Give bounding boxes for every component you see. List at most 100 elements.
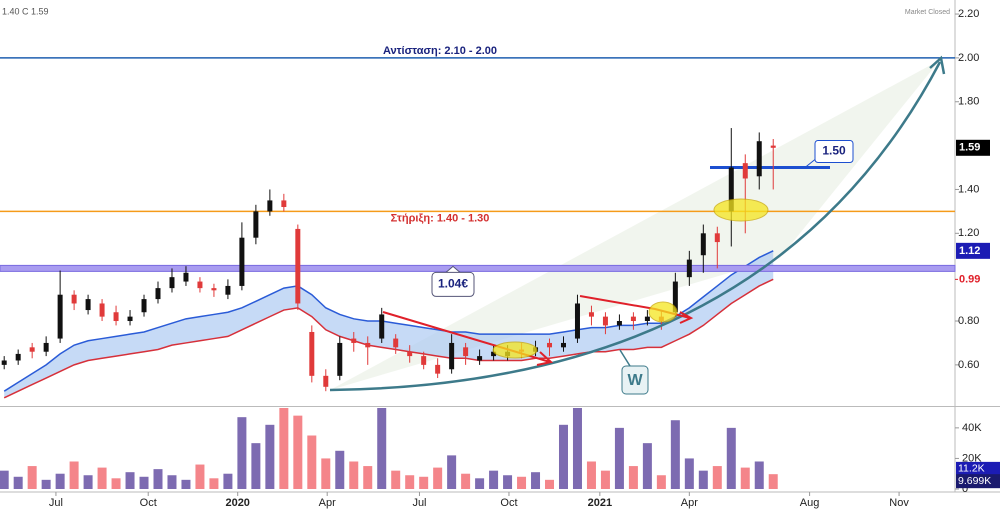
candle-body xyxy=(127,316,133,322)
volume-bar xyxy=(125,472,135,489)
ma-band xyxy=(4,250,774,398)
volume-bar xyxy=(293,415,303,489)
y-tick-label: 0 xyxy=(962,483,968,495)
volume-bar xyxy=(27,466,37,489)
candle-body xyxy=(421,356,427,365)
y-tick-label: 0.60 xyxy=(958,359,979,371)
price-label: 0.99 xyxy=(959,273,980,285)
price-box xyxy=(956,242,990,259)
pattern-box xyxy=(621,365,649,395)
candle-body xyxy=(99,303,105,317)
volume-bar xyxy=(223,473,233,489)
volume-bar xyxy=(41,479,51,489)
volume-bar xyxy=(251,443,261,489)
volume-bar xyxy=(405,475,415,489)
candle-body xyxy=(309,331,315,376)
x-tick-label: Apr xyxy=(681,497,698,509)
volume-box xyxy=(956,474,1000,489)
candle-body xyxy=(742,163,748,179)
y-tick-label: 1.40 xyxy=(958,183,979,195)
candle-body xyxy=(281,200,287,207)
x-tick-label: Apr xyxy=(319,497,336,509)
volume-bar xyxy=(153,469,163,489)
volume-bar xyxy=(545,479,555,489)
volume-bar xyxy=(83,475,93,489)
level-box xyxy=(814,140,854,164)
candle-body xyxy=(644,316,650,322)
volume-bar xyxy=(13,476,23,489)
level-label: 1.50 xyxy=(822,144,846,158)
candle-body xyxy=(337,342,343,376)
candle-body xyxy=(43,342,49,352)
highlight xyxy=(492,341,538,359)
y-tick-label: 20K xyxy=(962,452,982,464)
candle-body xyxy=(770,145,776,148)
volume-bar xyxy=(0,470,9,489)
volume-label: 9.699K xyxy=(958,475,991,487)
candle-body xyxy=(141,299,147,313)
candle-body xyxy=(588,312,594,317)
x-tick-label: Jul xyxy=(412,497,426,509)
volume-bar xyxy=(111,478,121,489)
candle-body xyxy=(393,338,399,348)
candle-body xyxy=(616,321,622,326)
x-tick-label: Oct xyxy=(500,497,517,509)
candle-body xyxy=(686,259,692,278)
price-label: 1.12 xyxy=(959,245,980,257)
volume-bar xyxy=(531,472,541,489)
volume-bar xyxy=(740,467,750,489)
level-box xyxy=(431,271,475,297)
y-tick-label: 2.00 xyxy=(958,52,979,64)
volume-bar xyxy=(475,478,485,489)
candle-body xyxy=(672,281,678,313)
candle-body xyxy=(15,353,21,361)
candle-body xyxy=(379,314,385,339)
volume-bar xyxy=(265,424,275,489)
price-label: 1.59 xyxy=(959,142,980,154)
volume-bar xyxy=(726,427,736,489)
candle-body xyxy=(700,233,706,256)
y-tick-label: 40K xyxy=(962,422,982,434)
ma-line xyxy=(3,250,774,392)
volume-bar xyxy=(139,476,149,489)
volume-bar xyxy=(698,470,708,489)
volume-bar xyxy=(349,461,359,489)
candle-body xyxy=(351,338,357,343)
volume-bar xyxy=(447,455,457,489)
volume-bar xyxy=(419,476,429,489)
volume-bar xyxy=(642,443,652,489)
volume-bar xyxy=(754,461,764,489)
volume-bar xyxy=(656,475,666,489)
volume-bar xyxy=(517,476,527,489)
highlight xyxy=(713,198,769,222)
highlight xyxy=(648,301,678,323)
candle-body xyxy=(155,288,161,300)
volume-bar xyxy=(335,450,345,489)
level-label: 1.04€ xyxy=(438,277,468,291)
x-tick-label: Aug xyxy=(800,497,820,509)
candle-body xyxy=(85,299,91,311)
volume-bar xyxy=(572,408,582,489)
volume-bar xyxy=(712,466,722,489)
candle-body xyxy=(365,342,371,348)
volume-bar xyxy=(628,466,638,489)
volume-bar xyxy=(181,479,191,489)
header-text: 1.40 C 1.59 xyxy=(2,6,49,16)
volume-bar xyxy=(363,466,373,489)
volume-bar xyxy=(279,408,289,489)
volume-bar xyxy=(167,475,177,489)
candle-body xyxy=(211,288,217,291)
y-tick-label: 1.20 xyxy=(958,227,979,239)
y-tick-label: 0.80 xyxy=(958,315,979,327)
x-tick-label: Oct xyxy=(140,497,157,509)
annotations: W xyxy=(329,55,946,395)
candle-body xyxy=(197,281,203,289)
x-tick-label: Jul xyxy=(49,497,63,509)
callout-pointer xyxy=(619,349,631,367)
volume-bar xyxy=(670,420,680,489)
candle-body xyxy=(728,167,734,212)
candle-body xyxy=(295,228,301,304)
